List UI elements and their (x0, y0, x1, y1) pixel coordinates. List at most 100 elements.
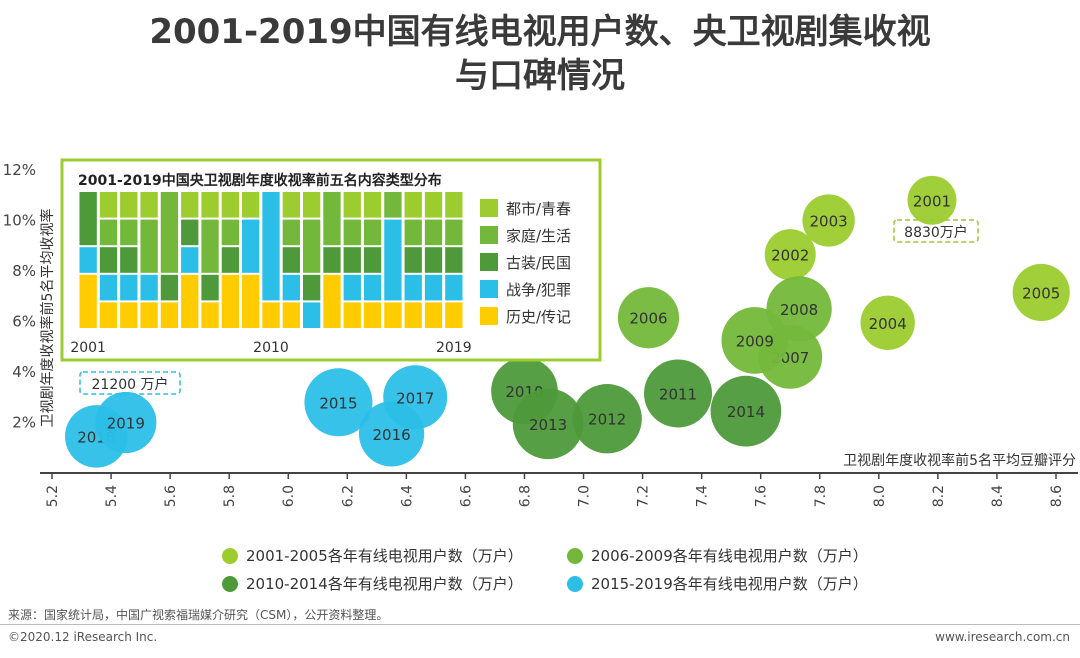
x-tick-label: 7.8 (813, 485, 829, 507)
website-url: www.iresearch.com.cn (935, 630, 1070, 644)
inset-bar-2001-历史/传记 (79, 274, 97, 328)
inset-bar-2011-家庭/生活 (282, 219, 300, 246)
inset-bar-2003-古装/民国 (120, 247, 138, 273)
inset-bar-2019-都市/青春 (445, 192, 463, 218)
inset-bar-2007-历史/传记 (201, 302, 219, 328)
x-tick-label: 8.2 (931, 485, 947, 507)
inset-bar-2008-古装/民国 (221, 247, 240, 273)
inset-bar-2012-战争/犯罪 (302, 302, 321, 328)
bubble-2002 (764, 229, 816, 281)
y-tick-label: 8% (12, 262, 36, 280)
inset-bar-2002-战争/犯罪 (99, 274, 118, 301)
inset-bar-2012-家庭/生活 (302, 219, 321, 273)
legend-label: 2006-2009各年有线电视用户数（万户） (591, 547, 868, 565)
inset-bar-2016-家庭/生活 (384, 192, 402, 218)
x-tick-label: 5.8 (222, 485, 238, 507)
y-tick-label: 4% (12, 363, 36, 381)
bubble-label-2002: 2002 (771, 247, 809, 265)
x-axis-title: 卫视剧年度收视率前5名平均豆瓣评分 (843, 452, 1076, 469)
x-tick-label: 8.6 (1049, 485, 1065, 507)
inset-bar-2011-历史/传记 (282, 302, 300, 328)
inset-bar-2006-古装/民国 (181, 219, 199, 246)
annotation-min: 21200 万户 (92, 376, 169, 393)
bubble-2014 (710, 375, 782, 447)
inset-bar-2005-家庭/生活 (160, 192, 179, 273)
inset-bar-2003-家庭/生活 (120, 219, 138, 246)
legend-label: 2015-2019各年有线电视用户数（万户） (591, 575, 868, 593)
y-tick-label: 10% (3, 212, 36, 230)
inset-bar-2006-都市/青春 (181, 192, 199, 218)
inset-bar-2009-历史/传记 (242, 274, 260, 328)
inset-bar-2016-战争/犯罪 (384, 219, 402, 301)
inset-bar-2009-都市/青春 (242, 192, 260, 218)
bubble-2004 (860, 295, 915, 350)
inset-bar-2015-都市/青春 (363, 192, 382, 218)
x-tick-label: 8.0 (872, 485, 888, 507)
inset-bar-2012-古装/民国 (302, 274, 321, 301)
x-tick-label: 7.0 (577, 485, 593, 507)
title-line-2: 与口碑情况 (455, 56, 625, 96)
inset-legend-swatch (480, 253, 498, 271)
inset-bar-2007-古装/民国 (201, 274, 219, 301)
inset-bar-2016-历史/传记 (384, 302, 402, 328)
inset-legend-swatch (480, 280, 498, 298)
inset-x-label: 2019 (436, 340, 472, 356)
legend-item: 2006-2009各年有线电视用户数（万户） (567, 545, 868, 566)
inset-bar-2007-家庭/生活 (201, 219, 219, 273)
bubble-2015 (304, 368, 373, 437)
inset-bar-2013-古装/民国 (323, 247, 341, 273)
inset-bar-2013-家庭/生活 (323, 192, 341, 246)
inset-legend-label: 都市/青春 (506, 200, 571, 218)
footer-divider (0, 624, 1080, 625)
legend-item: 2001-2005各年有线电视用户数（万户） (222, 545, 523, 566)
bubble-label-2015: 2015 (319, 394, 357, 412)
inset-bar-2017-家庭/生活 (404, 219, 422, 246)
inset-bar-2004-都市/青春 (140, 192, 158, 218)
inset-bar-2015-历史/传记 (363, 302, 382, 328)
inset-x-label: 2010 (253, 340, 289, 356)
x-tick-label: 7.6 (754, 485, 770, 507)
bubble-label-2004: 2004 (869, 315, 907, 333)
bubble-2009 (721, 307, 789, 374)
inset-bar-2010-战争/犯罪 (262, 192, 280, 301)
y-tick-label: 12% (3, 161, 36, 179)
inset-bar-2010-历史/传记 (262, 302, 280, 328)
y-tick-label: 2% (12, 414, 36, 432)
inset-bar-2014-历史/传记 (343, 302, 361, 328)
inset-bar-2002-都市/青春 (99, 192, 118, 218)
inset-bar-2019-历史/传记 (445, 302, 463, 328)
inset-bar-2018-家庭/生活 (424, 219, 443, 246)
inset-bar-2014-古装/民国 (343, 247, 361, 273)
inset-bar-2001-古装/民国 (79, 192, 97, 246)
inset-bar-2003-历史/传记 (120, 302, 138, 328)
inset-bar-2018-都市/青春 (424, 192, 443, 218)
inset-bar-2017-古装/民国 (404, 247, 422, 273)
inset-x-label: 2001 (70, 340, 106, 356)
bubble-2011 (644, 359, 713, 428)
inset-bar-2005-历史/传记 (160, 302, 179, 328)
copyright: ©2020.12 iResearch Inc. (8, 630, 158, 644)
bubble-2013 (512, 388, 584, 460)
legend-label: 2001-2005各年有线电视用户数（万户） (246, 547, 523, 565)
x-tick-label: 6.2 (340, 485, 356, 507)
inset-bar-2008-家庭/生活 (221, 219, 240, 246)
bubble-chart: 5.2 5.4 5.6 5.8 6.0 6.2 6.4 6.6 6.8 7.0 7.2 7.4 7.6 7… (3, 158, 1078, 507)
inset-bar-2006-历史/传记 (181, 274, 199, 328)
inset-bar-2013-历史/传记 (323, 274, 341, 328)
legend-dot (567, 547, 583, 564)
bubble-label-2017: 2017 (396, 389, 434, 407)
inset-legend-swatch (480, 307, 498, 325)
bubble-label-2001: 2001 (913, 192, 951, 210)
bubble-2005 (1012, 263, 1070, 322)
inset-bar-2002-古装/民国 (99, 247, 118, 273)
y-tick-label: 6% (12, 313, 36, 331)
inset-bar-2002-历史/传记 (99, 302, 118, 328)
inset-legend-swatch (480, 226, 498, 244)
bubble-label-2003: 2003 (810, 213, 848, 231)
bubble-label-2011: 2011 (659, 385, 697, 403)
bubble-label-2009: 2009 (736, 332, 774, 350)
bubble-label-2014: 2014 (727, 403, 765, 421)
inset-bar-2012-都市/青春 (302, 192, 321, 218)
inset-bar-2002-家庭/生活 (99, 219, 118, 246)
annotation-max: 8830万户 (904, 224, 968, 241)
